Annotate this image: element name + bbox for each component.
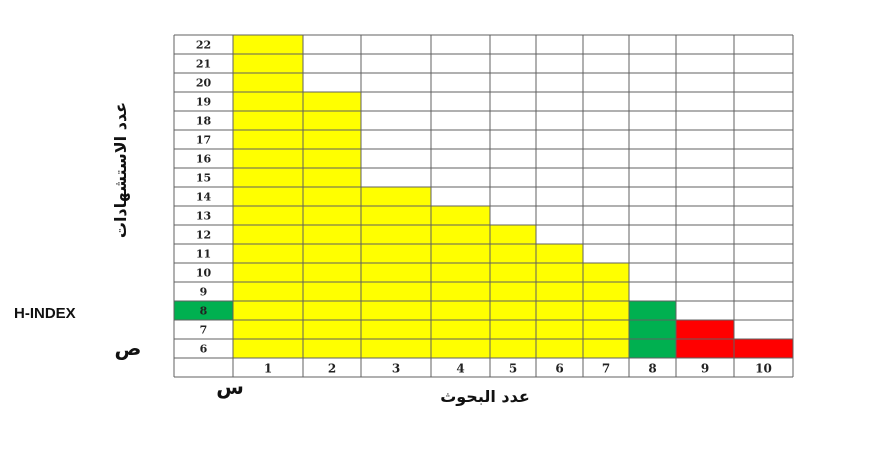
- x-tick-7: 7: [602, 362, 610, 376]
- bar-1: [233, 35, 303, 358]
- y-tick-19: 19: [196, 96, 211, 109]
- x-tick-8: 8: [648, 362, 656, 376]
- x-tick-10: 10: [755, 362, 772, 376]
- y-tick-21: 21: [196, 58, 211, 71]
- grid-layer: [173, 34, 794, 378]
- y-tick-20: 20: [196, 77, 212, 90]
- bar-3: [361, 187, 431, 358]
- bar-8: [629, 301, 676, 358]
- bar-5: [490, 225, 536, 358]
- bar-10: [734, 339, 793, 358]
- h-index-label: H-INDEX: [14, 305, 76, 322]
- bar-7: [583, 263, 629, 358]
- x-tick-9: 9: [701, 362, 709, 376]
- y-axis-label: عدد الاستشهادات: [111, 102, 130, 238]
- y-tick-16: 16: [196, 153, 212, 166]
- x-tick-5: 5: [509, 362, 517, 376]
- y-tick-22: 22: [196, 39, 211, 52]
- x-axis-label: عدد البحوث: [440, 387, 530, 406]
- y-tick-6: 6: [200, 343, 208, 356]
- y-tick-8: 8: [200, 305, 208, 318]
- x-tick-layer: 1 2 3 4 5 6 7 8 9 10: [264, 362, 772, 376]
- y-tick-11: 11: [196, 248, 211, 261]
- x-symbol: س: [216, 375, 244, 399]
- y-symbol: ص: [115, 336, 142, 360]
- y-tick-7: 7: [200, 324, 208, 337]
- x-tick-6: 6: [555, 362, 563, 376]
- y-tick-15: 15: [196, 172, 211, 185]
- y-tick-10: 10: [196, 267, 212, 280]
- x-tick-2: 2: [328, 362, 336, 376]
- y-tick-layer: 6 7 8 9 10 11 12 13 14 15 16 17 18 19 20 21 22: [196, 39, 212, 356]
- y-tick-18: 18: [196, 115, 212, 128]
- y-tick-17: 17: [196, 134, 211, 147]
- y-tick-9: 9: [200, 286, 208, 299]
- y-tick-14: 14: [196, 191, 212, 204]
- y-tick-13: 13: [196, 210, 211, 223]
- bars-layer: [233, 35, 793, 358]
- x-tick-4: 4: [456, 362, 464, 376]
- y-tick-12: 12: [196, 229, 211, 242]
- x-tick-3: 3: [392, 362, 400, 376]
- x-tick-1: 1: [264, 362, 272, 376]
